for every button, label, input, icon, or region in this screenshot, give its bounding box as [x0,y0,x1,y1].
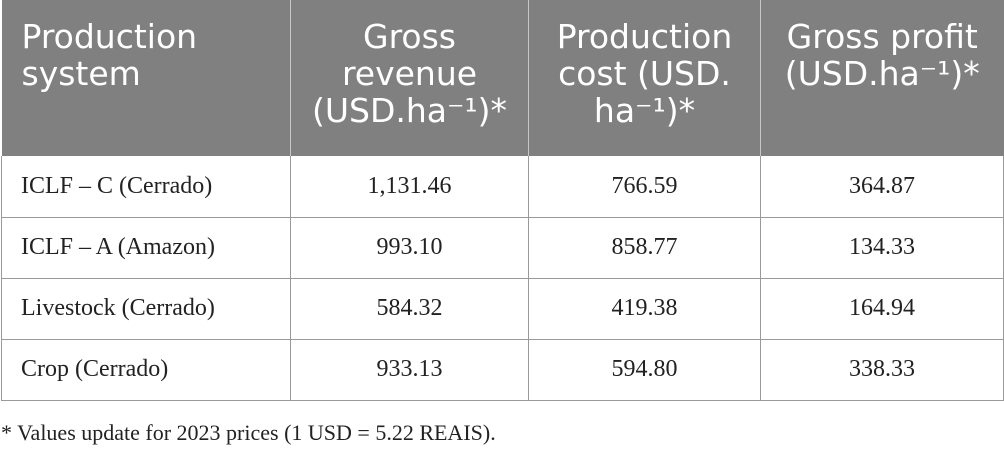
table-body: ICLF – C (Cerrado) 1,131.46 766.59 364.8… [1,156,1004,401]
cell-production-system: Crop (Cerrado) [1,338,291,401]
results-table-container: Production system Gross revenue (USD.ha⁻… [1,0,1004,401]
table-row: ICLF – A (Amazon) 993.10 858.77 134.33 [1,216,1004,279]
table-row: ICLF – C (Cerrado) 1,131.46 766.59 364.8… [1,156,1004,218]
cell-production-cost: 766.59 [528,156,761,218]
cell-gross-revenue: 584.32 [290,277,529,340]
cell-production-cost: 419.38 [528,277,761,340]
cell-gross-revenue: 933.13 [290,338,529,401]
cell-gross-profit: 338.33 [760,338,1004,401]
cell-gross-revenue: 993.10 [290,216,529,279]
table-row: Livestock (Cerrado) 584.32 419.38 164.94 [1,277,1004,340]
header-production-system: Production system [1,0,291,156]
economic-results-table: Production system Gross revenue (USD.ha⁻… [1,0,1004,401]
cell-production-cost: 858.77 [528,216,761,279]
cell-gross-profit: 164.94 [760,277,1004,340]
cell-gross-revenue: 1,131.46 [290,156,529,218]
header-gross-profit: Gross profit (USD.ha⁻¹)* [760,0,1004,156]
cell-production-system: ICLF – C (Cerrado) [1,156,291,218]
cell-gross-profit: 364.87 [760,156,1004,218]
cell-gross-profit: 134.33 [760,216,1004,279]
cell-production-cost: 594.80 [528,338,761,401]
cell-production-system: Livestock (Cerrado) [1,277,291,340]
header-gross-revenue: Gross revenue (USD.ha⁻¹)* [290,0,529,156]
table-footnote: * Values update for 2023 prices (1 USD =… [1,420,496,445]
header-row: Production system Gross revenue (USD.ha⁻… [1,0,1004,156]
table-row: Crop (Cerrado) 933.13 594.80 338.33 [1,338,1004,401]
header-production-cost: Production cost (USD. ha⁻¹)* [528,0,761,156]
cell-production-system: ICLF – A (Amazon) [1,216,291,279]
table-header: Production system Gross revenue (USD.ha⁻… [1,0,1004,156]
